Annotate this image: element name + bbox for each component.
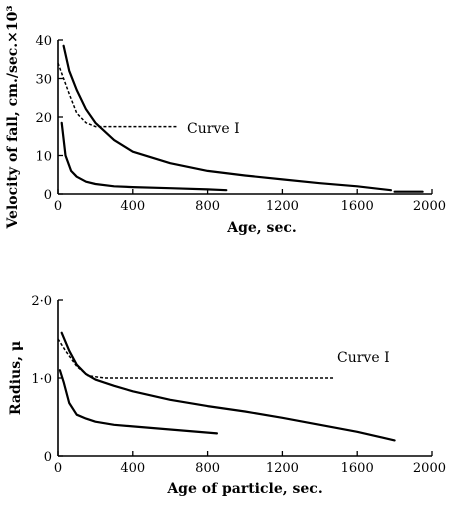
x-tick-label: 400: [120, 461, 145, 476]
solid-curve-2: [58, 369, 218, 435]
velocity-chart: 0 400 800 1200 1600 2000 0 10 20 30 40 Curve I Age…: [5, 5, 446, 236]
x-tick-label: 800: [195, 461, 220, 476]
tick-labels: 0 400 800 1200 1600 2000 0 10 20 30 40: [35, 34, 446, 214]
y-tick-label: 40: [35, 34, 52, 49]
ticks: [57, 39, 433, 195]
y-tick-label: 0: [44, 188, 52, 203]
x-tick-label: 2000: [413, 461, 446, 476]
x-tick-label: 1200: [266, 461, 299, 476]
x-tick-label: 0: [54, 199, 62, 214]
x-tick-label: 800: [195, 199, 220, 214]
x-tick-label: 2000: [413, 199, 446, 214]
solid-curve-1: [62, 44, 392, 192]
y-tick-label: 20: [35, 111, 52, 126]
y-axis-label: Velocity of fall, cm./sec.×10³: [5, 5, 21, 229]
y-tick-label: 30: [35, 73, 52, 88]
curve-i-label: Curve I: [337, 350, 390, 366]
x-tick-label: 400: [120, 199, 145, 214]
curve-i-label: Curve I: [187, 121, 240, 137]
x-tick-label: 1200: [266, 199, 299, 214]
y-tick-label: 10: [35, 150, 52, 165]
tick-labels: 0 400 800 1200 1600 2000 0 1·0 2·0: [31, 294, 446, 476]
solid-curve-2: [60, 121, 228, 192]
series-group: [57, 44, 424, 193]
dashed-curve-3: [57, 62, 178, 128]
series-group: [57, 331, 396, 442]
x-axis-label: Age, sec.: [226, 220, 297, 236]
y-tick-label: 2·0: [31, 294, 52, 309]
y-tick-label: 1·0: [31, 372, 52, 387]
y-tick-label: 0: [44, 450, 52, 465]
dashed-curve-3: [57, 338, 335, 379]
solid-curve-1: [60, 331, 396, 442]
x-tick-label: 0: [54, 461, 62, 476]
x-axis-label: Age of particle, sec.: [166, 481, 322, 497]
y-axis-label: Radius, μ: [8, 341, 24, 415]
x-tick-label: 1600: [341, 461, 374, 476]
radius-chart: 0 400 800 1200 1600 2000 0 1·0 2·0 Curve I Age o…: [8, 294, 446, 497]
ticks: [57, 299, 433, 457]
x-tick-label: 1600: [341, 199, 374, 214]
